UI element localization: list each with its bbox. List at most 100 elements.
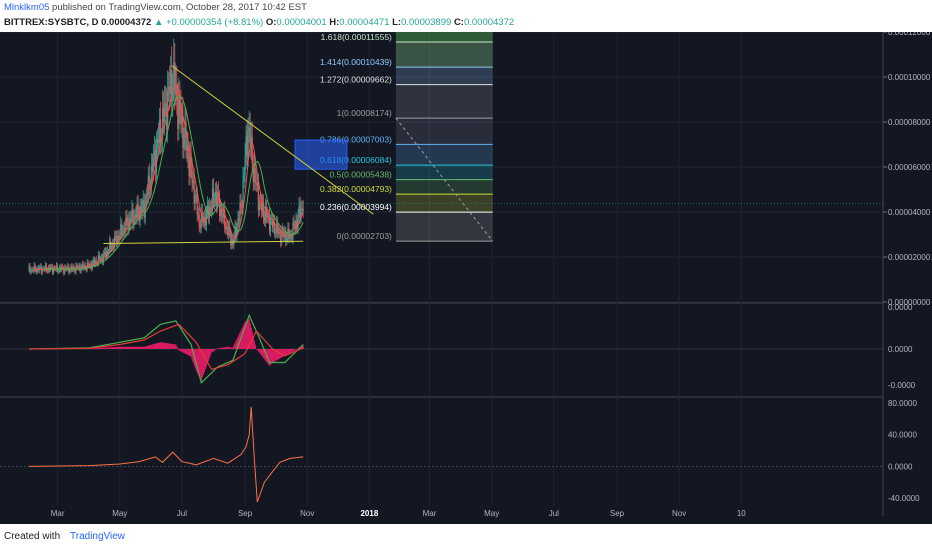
candle-body[interactable] [257, 185, 259, 211]
candle-body[interactable] [129, 218, 131, 225]
candle-body[interactable] [138, 213, 140, 221]
candle-body[interactable] [196, 193, 198, 216]
candle-body[interactable] [35, 269, 37, 273]
candle-body[interactable] [199, 226, 201, 229]
candle-body[interactable] [275, 233, 277, 235]
candle-body[interactable] [89, 264, 91, 267]
candle-body[interactable] [63, 268, 65, 274]
candle-body[interactable] [294, 225, 296, 230]
candle-body[interactable] [177, 100, 179, 129]
candle-body[interactable] [185, 122, 187, 151]
candle-body[interactable] [28, 266, 30, 270]
candle-body[interactable] [117, 235, 119, 244]
candle-body[interactable] [67, 266, 69, 270]
candle-body[interactable] [208, 207, 211, 219]
candle-body[interactable] [183, 137, 185, 149]
candle-body[interactable] [97, 255, 99, 264]
candle-body[interactable] [144, 203, 146, 219]
candle-body[interactable] [147, 175, 149, 196]
candle-body[interactable] [74, 269, 76, 273]
candle-body[interactable] [238, 218, 240, 221]
candle-body[interactable] [181, 115, 183, 125]
candle-body[interactable] [191, 170, 193, 183]
candle-body[interactable] [70, 266, 72, 271]
candle-body[interactable] [115, 236, 117, 238]
candle-body[interactable] [120, 224, 122, 235]
candle-body[interactable] [263, 217, 266, 222]
candle-body[interactable] [253, 167, 255, 182]
candle-body[interactable] [58, 271, 60, 272]
candle-body[interactable] [217, 192, 220, 197]
candle-body[interactable] [223, 209, 225, 218]
candle-body[interactable] [266, 215, 269, 218]
candle-body[interactable] [106, 251, 109, 255]
candle-body[interactable] [222, 216, 224, 218]
candle-body[interactable] [254, 167, 256, 183]
candle-body[interactable] [173, 61, 175, 89]
candle-body[interactable] [273, 221, 275, 228]
candle-body[interactable] [100, 257, 103, 260]
trendline-lower[interactable] [103, 240, 304, 244]
candle-body[interactable] [61, 266, 63, 271]
candle-body[interactable] [176, 84, 178, 101]
candle-body[interactable] [156, 139, 159, 147]
candle-body[interactable] [45, 265, 47, 271]
candle-body[interactable] [135, 214, 137, 219]
candle-body[interactable] [242, 179, 244, 208]
candle-body[interactable] [151, 165, 153, 172]
candle-body[interactable] [170, 69, 172, 94]
candle-body[interactable] [69, 270, 71, 273]
candle-body[interactable] [193, 180, 195, 204]
candle-body[interactable] [182, 115, 184, 149]
candle-body[interactable] [225, 227, 227, 230]
candle-body[interactable] [155, 146, 158, 173]
candle-body[interactable] [184, 122, 186, 138]
target-box[interactable] [294, 139, 348, 170]
candle-body[interactable] [220, 208, 222, 216]
candle-body[interactable] [211, 188, 214, 209]
trendline-upper[interactable] [171, 65, 374, 215]
candle-body[interactable] [212, 188, 215, 202]
candle-body[interactable] [36, 268, 38, 273]
candle-body[interactable] [131, 208, 133, 218]
candle-body[interactable] [260, 202, 262, 212]
candle-body[interactable] [112, 243, 114, 248]
candle-body[interactable] [41, 269, 43, 273]
candle-body[interactable] [194, 195, 196, 204]
candle-body[interactable] [32, 269, 34, 272]
candle-body[interactable] [140, 207, 142, 214]
candle-body[interactable] [167, 90, 169, 130]
candle-body[interactable] [240, 202, 242, 208]
candle-body[interactable] [154, 150, 157, 173]
candle-body[interactable] [230, 233, 232, 246]
candle-body[interactable] [46, 270, 49, 272]
chart-area[interactable]: 0.00012000 0.00010000 0.00008000 0.00006000… [0, 28, 932, 524]
candle-body[interactable] [146, 195, 148, 196]
candle-body[interactable] [96, 263, 98, 265]
candle-body[interactable] [261, 202, 264, 212]
candle-body[interactable] [198, 214, 200, 227]
candle-body[interactable] [78, 265, 80, 269]
candle-body[interactable] [291, 235, 293, 240]
candle-body[interactable] [207, 205, 210, 219]
candle-body[interactable] [301, 208, 303, 210]
candle-body[interactable] [81, 264, 83, 268]
candle-body[interactable] [93, 259, 95, 265]
candle-body[interactable] [84, 265, 86, 269]
candle-body[interactable] [161, 107, 164, 141]
candle-body[interactable] [245, 136, 247, 158]
candle-body[interactable] [178, 96, 180, 129]
candle-body[interactable] [281, 230, 283, 243]
candle-body[interactable] [251, 136, 253, 164]
candle-body[interactable] [137, 203, 139, 214]
candle-body[interactable] [124, 227, 126, 233]
candle-body[interactable] [80, 267, 82, 272]
candle-body[interactable] [219, 196, 221, 216]
candle-body[interactable] [276, 222, 278, 234]
candle-body[interactable] [237, 218, 239, 229]
candle-body[interactable] [271, 219, 274, 228]
candle-body[interactable] [189, 154, 191, 177]
candle-body[interactable] [302, 208, 304, 212]
candle-body[interactable] [33, 265, 35, 272]
candle-body[interactable] [83, 265, 85, 269]
